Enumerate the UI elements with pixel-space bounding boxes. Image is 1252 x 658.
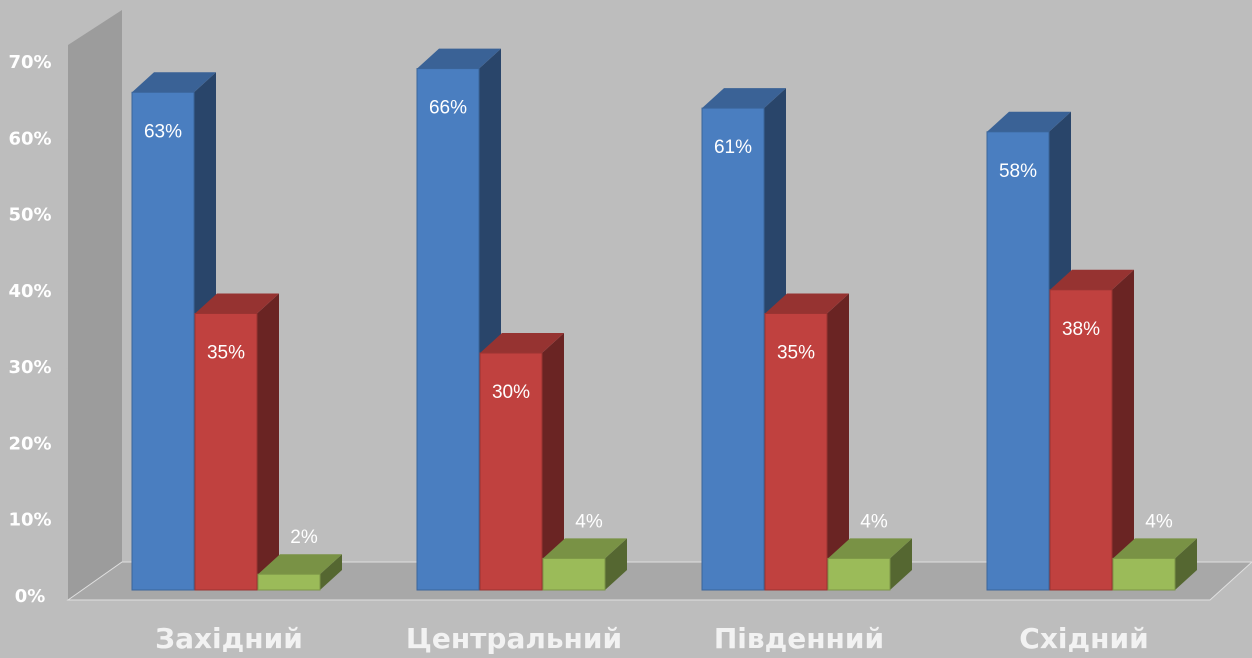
bar — [542, 557, 606, 591]
bar — [194, 313, 258, 591]
data-label: 4% — [575, 511, 603, 532]
bar — [764, 313, 828, 591]
data-label: 4% — [1145, 511, 1173, 532]
bar-side — [257, 293, 279, 590]
bar-top — [1050, 269, 1134, 290]
bar-side — [827, 293, 849, 590]
bar — [479, 352, 543, 591]
data-label: 66% — [429, 98, 467, 119]
x-tick-label: Східний — [1019, 622, 1148, 655]
data-label: 2% — [290, 527, 318, 548]
floor — [66, 561, 1252, 601]
bar-side — [605, 538, 627, 590]
x-tick-label: Західний — [155, 622, 303, 655]
bar — [131, 91, 195, 591]
bar-side — [542, 333, 564, 590]
bar — [701, 107, 765, 591]
data-label: 38% — [1062, 319, 1100, 340]
bar-top — [987, 111, 1071, 132]
x-tick-label: Південний — [714, 622, 884, 655]
y-tick-label: 70% — [8, 52, 51, 73]
data-label: 63% — [144, 121, 182, 142]
bar-top — [195, 293, 279, 314]
bar-top — [828, 538, 912, 559]
bar-top — [258, 554, 342, 575]
bar-top — [417, 48, 501, 69]
y-tick-label: 50% — [8, 205, 51, 226]
bar-top — [1113, 538, 1197, 559]
y-tick-label: 20% — [8, 433, 51, 454]
y-tick-label: 30% — [8, 357, 51, 378]
bar-side — [1112, 269, 1134, 590]
bar — [416, 68, 480, 591]
bar-top — [132, 72, 216, 93]
y-tick-label: 60% — [8, 128, 51, 149]
bar-top — [765, 293, 849, 314]
bar-side — [890, 538, 912, 590]
y-tick-label: 40% — [8, 281, 51, 302]
data-label: 30% — [492, 382, 530, 403]
data-label: 35% — [777, 343, 815, 364]
bar — [986, 131, 1050, 591]
bar-top — [702, 88, 786, 109]
bar-side — [1175, 538, 1197, 590]
x-tick-label: Центральний — [406, 622, 622, 655]
data-label: 61% — [714, 137, 752, 158]
y-tick-label: 10% — [8, 510, 51, 531]
side-wall — [68, 10, 122, 600]
bar — [1112, 557, 1176, 591]
data-label: 35% — [207, 343, 245, 364]
bar — [1049, 289, 1113, 591]
bar-top — [543, 538, 627, 559]
bar-side — [320, 554, 342, 590]
y-tick-label: 0% — [15, 586, 46, 607]
bar — [257, 573, 321, 591]
data-label: 58% — [999, 161, 1037, 182]
bar-top — [480, 333, 564, 353]
bar — [827, 557, 891, 591]
data-label: 4% — [860, 511, 888, 532]
